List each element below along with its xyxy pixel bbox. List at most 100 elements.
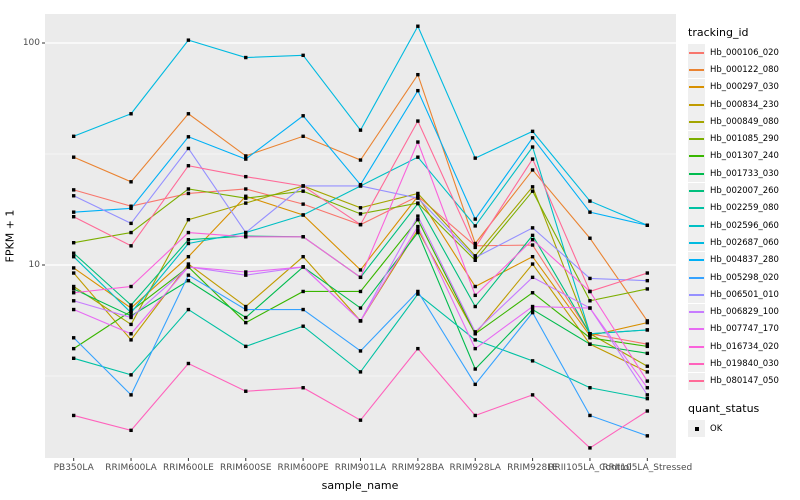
- data-point: [71, 346, 76, 351]
- data-point: [71, 271, 76, 275]
- legend-item-label: Hb_002596_060: [710, 220, 779, 231]
- y-tick-label-100: 100: [22, 38, 40, 48]
- data-point: [358, 418, 363, 422]
- data-point: [244, 194, 248, 198]
- data-point: [416, 346, 420, 351]
- data-point: [358, 306, 363, 310]
- legend-color-line: [689, 224, 704, 227]
- data-point: [129, 204, 133, 208]
- legend-item-label: Hb_000849_080: [710, 116, 779, 127]
- data-point: [473, 255, 477, 260]
- legend-key-swatch: [688, 234, 705, 252]
- legend-item-Hb_002687_060: Hb_002687_060: [688, 234, 798, 252]
- legend-item-Hb_019840_030: Hb_019840_030: [688, 355, 798, 373]
- data-point: [71, 336, 76, 340]
- legend-item-Hb_001733_030: Hb_001733_030: [688, 165, 798, 183]
- legend-title-quant-status: quant_status: [688, 401, 760, 415]
- data-point: [416, 228, 420, 232]
- data-point: [129, 112, 133, 116]
- data-point: [244, 187, 248, 191]
- data-point: [530, 307, 535, 312]
- panel-background: [45, 14, 676, 458]
- x-tick-label-RRII105LA_Stressed: RRII105LA_Stressed: [602, 463, 693, 473]
- legend-key-swatch: [688, 355, 705, 373]
- legend-key-swatch: [688, 44, 705, 62]
- data-point: [416, 140, 420, 144]
- data-point: [244, 157, 248, 161]
- legend-color-line: [689, 120, 704, 123]
- data-point: [301, 307, 305, 312]
- data-point: [416, 72, 420, 77]
- legend-key-swatch: [688, 420, 705, 438]
- data-point: [473, 382, 477, 387]
- data-point: [530, 393, 535, 397]
- x-tick-label-RRIM600LE: RRIM600LE: [163, 463, 214, 473]
- x-tick-label-PB350LA: PB350LA: [53, 463, 94, 473]
- data-point: [588, 289, 592, 294]
- data-point: [186, 278, 191, 283]
- legend-item-label: Hb_006829_100: [710, 307, 779, 318]
- data-point: [588, 334, 592, 338]
- legend-color-line: [689, 259, 704, 262]
- data-point: [244, 235, 248, 239]
- data-point: [244, 315, 248, 320]
- data-point: [244, 174, 248, 179]
- legend-color-line: [689, 103, 704, 106]
- data-point: [129, 332, 133, 336]
- legend-quant-status: quant_status OK: [688, 401, 798, 438]
- legend-item-label: Hb_001733_030: [710, 168, 779, 179]
- data-point: [530, 189, 535, 193]
- data-point: [473, 254, 477, 258]
- legend-item-Hb_002259_080: Hb_002259_080: [688, 199, 798, 217]
- data-point: [588, 276, 592, 281]
- legend-key-swatch: [688, 130, 705, 148]
- legend-color-line: [689, 155, 704, 158]
- x-tick-label-RRIM600SE: RRIM600SE: [220, 463, 272, 473]
- data-point: [645, 320, 650, 325]
- legend-color-line: [689, 276, 704, 279]
- legend-color-line: [689, 51, 704, 54]
- legend-item-label: Hb_016734_020: [710, 341, 779, 352]
- data-point: [358, 222, 363, 227]
- data-point: [473, 367, 477, 371]
- data-point: [473, 224, 477, 228]
- data-point: [530, 304, 535, 309]
- data-point: [530, 275, 535, 280]
- data-point: [645, 278, 650, 283]
- data-point: [244, 304, 248, 309]
- data-point: [416, 201, 420, 206]
- legend-item-Hb_000122_080: Hb_000122_080: [688, 61, 798, 79]
- legend-item-Hb_005298_020: Hb_005298_020: [688, 269, 798, 286]
- data-point: [244, 307, 248, 312]
- data-point: [473, 332, 477, 336]
- legend-color-line: [689, 380, 704, 383]
- data-point: [71, 307, 76, 312]
- data-point: [358, 128, 363, 132]
- data-point: [301, 114, 305, 118]
- data-point: [71, 254, 76, 259]
- legend-key-swatch: [688, 372, 705, 390]
- legend-item-label: Hb_007747_170: [710, 324, 779, 335]
- data-point: [129, 322, 133, 327]
- data-point: [71, 287, 76, 291]
- data-point: [129, 373, 133, 377]
- legend-item-label: Hb_000834_230: [710, 99, 779, 110]
- data-point: [645, 351, 650, 356]
- legend-key-swatch: [688, 303, 705, 321]
- legend-item-label: Hb_000106_020: [710, 47, 779, 58]
- data-point: [473, 156, 477, 160]
- legend-item-Hb_006829_100: Hb_006829_100: [688, 303, 798, 321]
- legend-key-swatch: [688, 165, 705, 183]
- legend-item-Hb_000106_020: Hb_000106_020: [688, 44, 798, 62]
- legend-key-swatch: [688, 269, 705, 286]
- data-point: [645, 393, 650, 397]
- data-point: [186, 361, 191, 366]
- data-point: [129, 338, 133, 342]
- x-tick-label-RRIM600PE: RRIM600PE: [277, 463, 329, 473]
- data-point: [473, 284, 477, 289]
- data-point: [588, 336, 592, 340]
- legend-key-swatch: [688, 113, 705, 131]
- x-tick-label-RRIM901LA: RRIM901LA: [334, 463, 387, 473]
- legend-key-swatch: [688, 338, 705, 356]
